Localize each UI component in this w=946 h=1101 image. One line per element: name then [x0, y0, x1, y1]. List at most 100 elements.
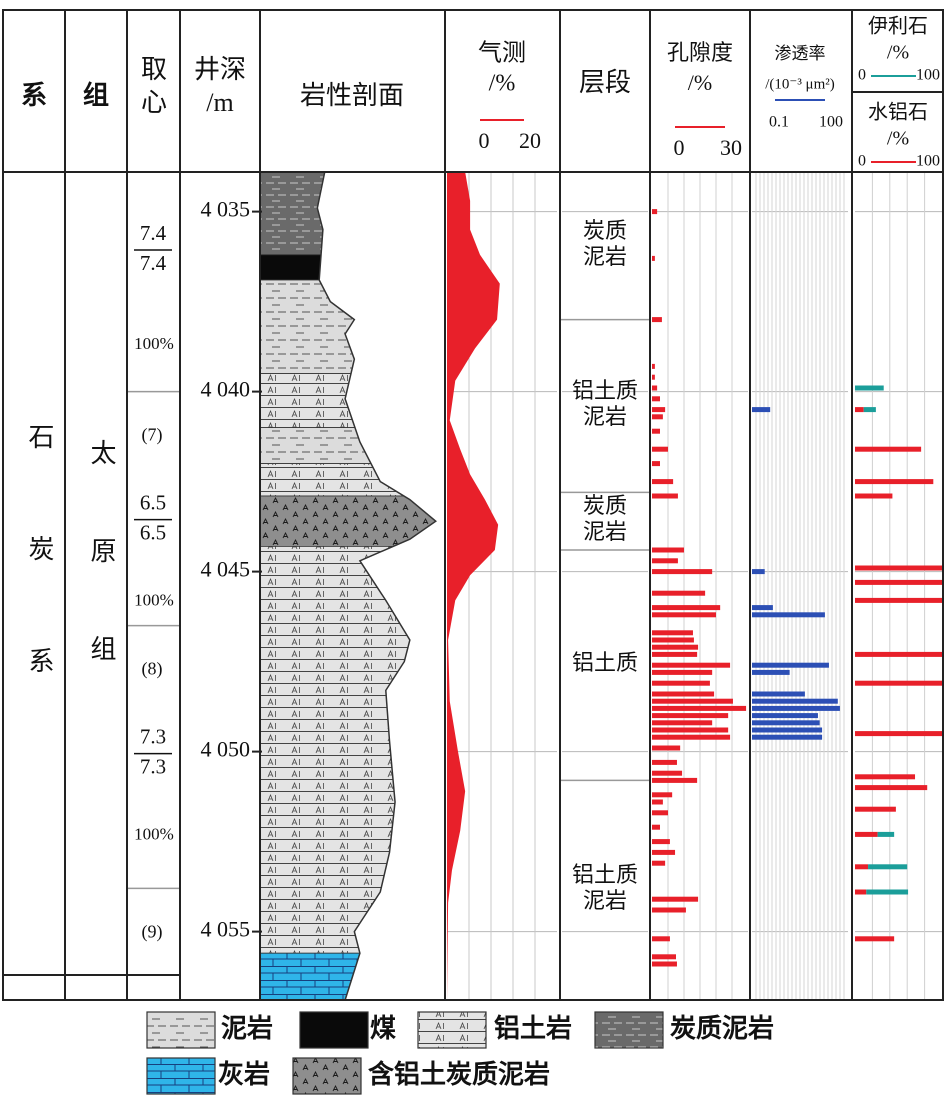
porosity-bar — [652, 569, 713, 575]
porosity-bar — [652, 713, 729, 719]
mineral-bar — [855, 785, 928, 791]
formation-name: 太原组 — [87, 439, 116, 733]
legend-swatch — [299, 1011, 369, 1049]
porosity-bar — [652, 680, 710, 686]
mineral-bar — [855, 579, 942, 585]
mineral-bar — [855, 864, 869, 870]
depth-tick-label: 4 045 — [201, 557, 251, 582]
header-lithology: 岩性剖面 — [300, 81, 404, 110]
porosity-bar — [652, 363, 655, 369]
legend-swatch — [417, 1011, 487, 1049]
porosity-bar — [652, 255, 655, 261]
porosity-bar — [652, 824, 660, 830]
header-formation: 组 — [83, 80, 109, 110]
scale-max: 100 — [916, 67, 940, 84]
mineral-bar — [855, 565, 942, 571]
core-percent: 100% — [134, 591, 174, 610]
permeability-bar — [752, 407, 771, 413]
mineral-bar — [866, 889, 909, 895]
mineral-bar — [855, 385, 884, 391]
mineral-bar — [877, 831, 895, 837]
core-ratio-top: 7.3 — [140, 724, 166, 748]
header-core: 心 — [141, 88, 167, 117]
porosity-bar — [652, 907, 686, 913]
mineral-bar — [855, 680, 942, 686]
permeability-bar — [752, 669, 790, 675]
legend-label: 含铝土炭质泥岩 — [368, 1059, 550, 1089]
porosity-bar — [652, 396, 660, 402]
permeability-bar — [752, 720, 820, 726]
porosity-bar — [652, 644, 699, 650]
porosity-bar — [652, 770, 683, 776]
porosity-bar — [652, 630, 693, 636]
porosity-bar — [652, 720, 713, 726]
porosity-bar — [652, 407, 666, 413]
legend-swatch — [146, 1057, 216, 1095]
porosity-bar — [652, 810, 668, 816]
depth-tick-label: 4 035 — [201, 197, 251, 222]
mineral-bar — [855, 731, 942, 737]
header-depth: 井深 — [194, 55, 246, 84]
depth-tick-label: 4 040 — [201, 377, 251, 402]
mineral-title: 水铝石 — [868, 101, 928, 124]
mineral-bar — [855, 936, 895, 942]
core-ratio-bottom: 6.5 — [140, 520, 166, 544]
mineral-bar — [855, 446, 922, 452]
permeability-bar — [752, 605, 773, 611]
permeability-bar — [752, 691, 805, 697]
layer-label: 炭质 — [583, 218, 627, 243]
porosity-bar — [652, 669, 713, 675]
porosity-bar — [652, 849, 676, 855]
legend-label: 煤 — [370, 1014, 396, 1043]
permeability-bar — [752, 727, 823, 733]
scale-min: 0 — [858, 153, 866, 170]
mineral-bar — [863, 407, 876, 413]
header-system: 系 — [21, 81, 47, 110]
porosity-bar — [652, 734, 731, 740]
depth-tick-label: 4 055 — [201, 917, 251, 942]
porosity-bar — [652, 954, 676, 960]
scale-max: 100 — [916, 153, 940, 170]
core-number: (7) — [142, 425, 163, 446]
mineral-bar — [855, 407, 864, 413]
track-title: 孔隙度 — [667, 40, 733, 65]
mineral-title: 伊利石 — [868, 15, 928, 38]
mineral-bar — [855, 889, 867, 895]
core-ratio-top: 7.4 — [140, 221, 167, 245]
legend-swatch — [594, 1011, 664, 1049]
porosity-bar — [652, 547, 684, 553]
porosity-bar — [652, 792, 673, 798]
permeability-bar — [752, 698, 838, 704]
porosity-bar — [652, 896, 699, 902]
porosity-bar — [652, 759, 677, 765]
legend-swatch — [292, 1057, 362, 1095]
core-percent: 100% — [134, 334, 174, 353]
porosity-bar — [652, 637, 694, 643]
legend-label: 灰岩 — [218, 1060, 270, 1089]
legend-label: 泥岩 — [221, 1014, 273, 1043]
scale-max: 20 — [519, 128, 541, 153]
porosity-bar — [652, 461, 660, 467]
porosity-bar — [652, 493, 678, 499]
porosity-bar — [652, 727, 729, 733]
layer-label: 铝土质 — [572, 862, 638, 887]
porosity-bar — [652, 777, 698, 783]
porosity-bar — [652, 605, 721, 611]
header-core: 取 — [141, 55, 167, 84]
mineral-bar — [868, 864, 908, 870]
porosity-bar — [652, 745, 681, 751]
scale-min: 0 — [479, 128, 490, 153]
porosity-bar — [652, 209, 658, 215]
porosity-bar — [652, 961, 677, 967]
scale-min: 0.1 — [769, 114, 789, 131]
porosity-bar — [652, 799, 663, 805]
gas-area — [447, 172, 500, 1000]
mineral-bar — [855, 774, 916, 780]
porosity-bar — [652, 428, 660, 434]
legend-label: 炭质泥岩 — [670, 1014, 774, 1043]
track-unit: /% — [688, 70, 712, 95]
track-title: 气测 — [478, 40, 526, 67]
scale-min: 0 — [674, 135, 685, 160]
